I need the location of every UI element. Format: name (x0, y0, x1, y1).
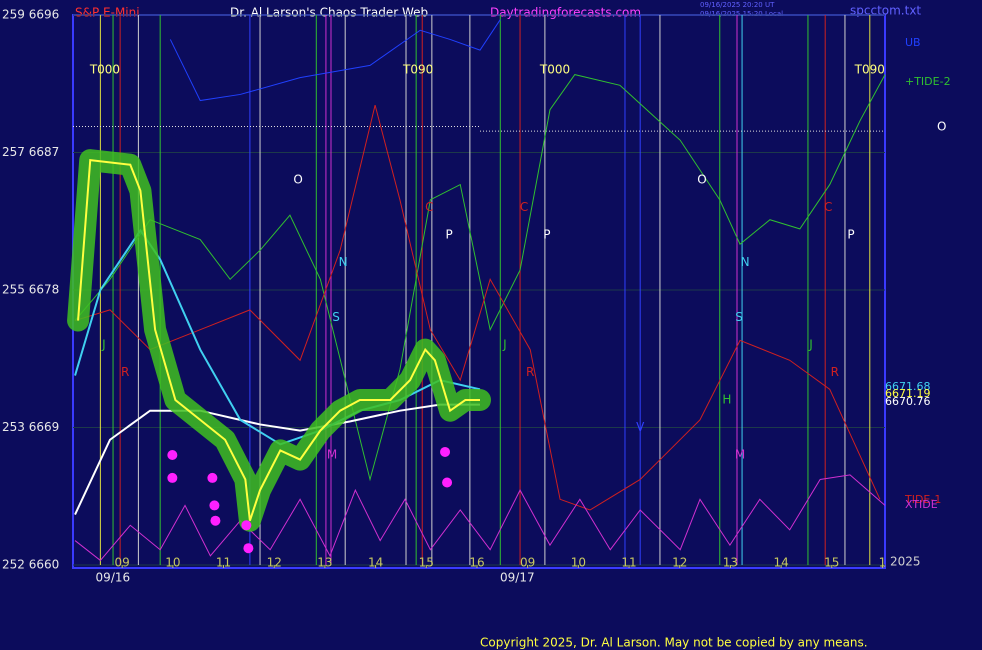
series-line (169, 19, 501, 102)
annotation: T000 (89, 63, 120, 77)
series-line (74, 474, 886, 562)
annotation: M (735, 448, 745, 462)
date-label: 09/16 (96, 571, 131, 585)
legend-label: 6671.19 (885, 387, 931, 400)
header-file: spcctom.txt (850, 4, 921, 18)
series-line (74, 403, 481, 516)
x-tick-label: 15 (824, 556, 839, 570)
y-tick-label: 257 6687 (2, 145, 59, 159)
annotation: C (520, 200, 528, 214)
legend-label: 6670.76 (885, 395, 931, 408)
copyright: Copyright 2025, Dr. Al Larson. May not b… (480, 636, 868, 650)
x-tick-label: 11 (621, 556, 636, 570)
x-tick-label: 12 (267, 556, 282, 570)
annotation: O (697, 173, 706, 187)
annotation: O (937, 120, 946, 134)
marker-dot (440, 446, 451, 457)
header-left: S&P E-Mini (75, 6, 140, 20)
date-label: 09/17 (500, 571, 535, 585)
x-tick-label: 13 (723, 556, 738, 570)
annotation: R (121, 365, 129, 379)
marker-dot (167, 472, 178, 483)
x-tick-label: 1 (879, 556, 887, 570)
marker-dot (167, 450, 178, 460)
x-tick-label: 13 (317, 556, 332, 570)
annotation: J (808, 338, 813, 352)
annotation: V (636, 420, 645, 434)
legend-label: TIDE-1 (904, 493, 941, 506)
legend-label: UB (905, 36, 921, 49)
annotation: N (741, 255, 750, 269)
y-tick-label: 255 6678 (2, 283, 59, 297)
annotation: T000 (539, 63, 570, 77)
series-line (74, 74, 886, 482)
annotation: P (543, 228, 550, 242)
year-label: 2025 (890, 555, 921, 569)
x-tick-label: 12 (672, 556, 687, 570)
header-stamp: 09/16/2025 20:20 UT (700, 1, 775, 9)
annotation: P (445, 228, 452, 242)
header-site: Daytradingforecasts.com (490, 6, 641, 20)
x-tick-label: 14 (368, 556, 383, 570)
marker-dot (210, 515, 221, 526)
annotation: S (332, 310, 340, 324)
x-tick-label: 16 (469, 556, 484, 570)
y-tick-label: 252 6660 (2, 558, 59, 572)
x-tick-label: 09 (520, 556, 535, 570)
series-line (77, 159, 481, 522)
y-tick-label: 259 6696 (2, 8, 59, 22)
x-tick-label: 09 (115, 556, 130, 570)
annotation: N (339, 255, 348, 269)
header-stamp: 09/16/2025 15:20 Local (700, 10, 783, 18)
annotation: H (722, 393, 731, 407)
annotation: S (735, 310, 743, 324)
annotation: M (327, 448, 337, 462)
annotation: T090 (402, 63, 433, 77)
annotation: C (425, 200, 433, 214)
marker-dot (442, 477, 453, 488)
annotation: R (831, 365, 839, 379)
x-tick-label: 10 (165, 556, 180, 570)
annotation: C (824, 200, 832, 214)
x-tick-label: 10 (571, 556, 586, 570)
header-title: Dr. Al Larson's Chaos Trader Web (230, 6, 428, 20)
series-line (74, 105, 881, 511)
annotation: J (101, 338, 106, 352)
legend-label: XTIDE (905, 498, 938, 511)
marker-dot (243, 543, 254, 554)
marker-dot (207, 472, 218, 483)
y-tick-label: 253 6669 (2, 420, 59, 434)
annotation: P (847, 228, 854, 242)
legend-label: +TIDE-2 (905, 75, 951, 88)
marker-dot (241, 520, 252, 531)
x-tick-label: 11 (216, 556, 231, 570)
annotation: J (502, 338, 507, 352)
legend-label: 6671.68 (885, 380, 931, 393)
x-tick-label: 15 (419, 556, 434, 570)
annotation: R (526, 365, 534, 379)
x-tick-label: 14 (773, 556, 788, 570)
annotation: T090 (854, 63, 885, 77)
annotation: O (293, 173, 302, 187)
marker-dot (209, 500, 220, 511)
